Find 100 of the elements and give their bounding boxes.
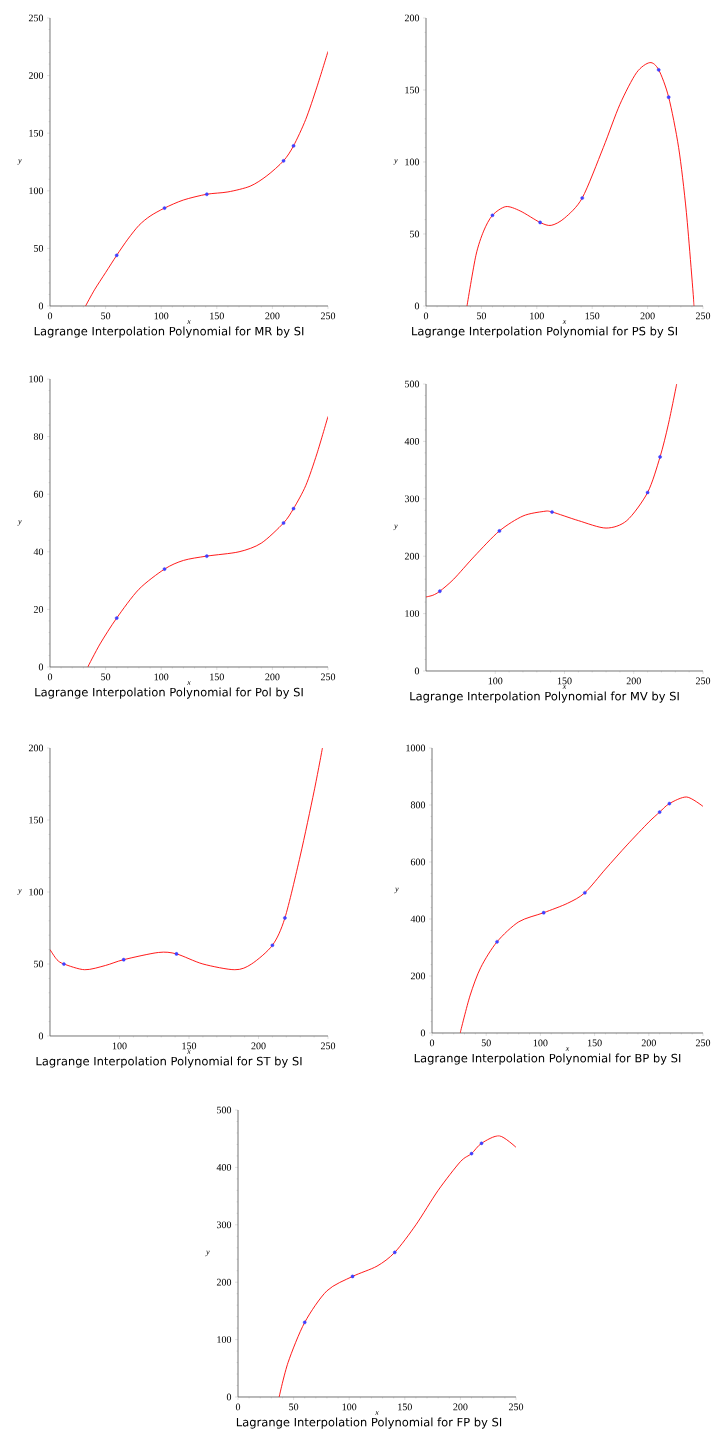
x-tick-label: 200 <box>251 1042 266 1050</box>
line-series <box>87 415 328 667</box>
x-tick-label: 150 <box>182 1042 197 1050</box>
point <box>114 616 119 620</box>
text: Lagrange Interpolation Polynomial for MV by SI <box>410 691 679 703</box>
y-tick-label: 100 <box>405 158 420 166</box>
y-tick-label: 50 <box>34 960 44 968</box>
y-tick-label: 100 <box>217 1336 232 1343</box>
x-tick-label: 150 <box>210 673 224 681</box>
x-tick-label: 250 <box>320 673 336 681</box>
x-tick-label: 0 <box>235 1403 241 1411</box>
point <box>495 939 499 944</box>
y-axis-title: y <box>17 159 22 165</box>
point <box>658 455 662 459</box>
point <box>469 1151 474 1156</box>
x-tick-label: 250 <box>695 1039 711 1047</box>
y-tick-label: 150 <box>29 816 44 824</box>
y-axis-title: y <box>393 524 398 531</box>
point <box>281 521 286 525</box>
point <box>666 95 671 99</box>
x-tick-label: 100 <box>533 1039 548 1047</box>
x-tick-label: 50 <box>481 1039 491 1047</box>
point <box>667 801 672 806</box>
text: Lagrange Interpolation Polynomial for FP by SI <box>236 1417 502 1429</box>
point <box>62 962 66 966</box>
x-tick-label: 250 <box>695 312 711 320</box>
y-tick-label: 800 <box>410 801 426 809</box>
point <box>283 916 287 920</box>
y-tick-label: 400 <box>404 438 420 445</box>
point <box>291 506 296 511</box>
point <box>541 910 546 915</box>
x-axis-title: x <box>562 685 567 689</box>
y-tick-label: 1000 <box>406 744 426 752</box>
point <box>114 253 119 258</box>
point <box>270 943 275 948</box>
x-tick-label: 150 <box>587 1039 602 1047</box>
point <box>657 810 662 814</box>
point <box>174 952 179 956</box>
y-tick-label: 100 <box>29 888 44 896</box>
point <box>497 529 502 533</box>
line-series <box>278 1135 517 1397</box>
point <box>645 490 650 495</box>
y-tick-label: 0 <box>226 1393 232 1401</box>
point <box>656 68 661 72</box>
y-axis-title: y <box>394 887 399 894</box>
x-tick-label: 0 <box>47 312 53 320</box>
y-axis-title: y <box>393 159 398 165</box>
point <box>580 196 585 200</box>
y-axis-title: y <box>205 1250 210 1257</box>
y-tick-label: 600 <box>410 858 426 866</box>
y-tick-label: 100 <box>405 610 420 617</box>
point <box>583 890 587 895</box>
point <box>550 510 554 514</box>
y-tick-label: 20 <box>33 606 44 613</box>
x-axis-title: x <box>375 1411 379 1415</box>
y-tick-label: 400 <box>410 915 426 923</box>
x-tick-label: 150 <box>398 1403 412 1411</box>
x-axis-title: x <box>562 320 567 324</box>
x-tick-label: 100 <box>112 1042 127 1050</box>
x-tick-label: 200 <box>640 312 655 320</box>
x-tick-label: 250 <box>320 1042 336 1050</box>
x-tick-label: 200 <box>641 1039 656 1047</box>
point <box>121 957 126 962</box>
y-tick-label: 80 <box>33 433 44 440</box>
y-tick-label: 200 <box>28 72 44 79</box>
y-tick-label: 0 <box>414 302 420 310</box>
y-tick-label: 300 <box>216 1221 232 1229</box>
y-tick-label: 300 <box>404 495 420 503</box>
x-axis-title: x <box>565 1047 570 1051</box>
y-tick-label: 400 <box>216 1164 232 1171</box>
x-tick-label: 200 <box>626 677 641 685</box>
y-tick-label: 200 <box>410 972 426 980</box>
y-tick-label: 60 <box>33 490 44 498</box>
y-tick-label: 200 <box>216 1278 232 1286</box>
y-tick-label: 0 <box>414 667 420 675</box>
point <box>281 159 286 163</box>
point <box>162 206 167 210</box>
y-tick-label: 0 <box>38 1032 44 1040</box>
x-tick-label: 50 <box>101 673 111 681</box>
x-tick-label: 200 <box>453 1403 468 1411</box>
point <box>291 144 296 148</box>
x-tick-label: 50 <box>289 1403 299 1411</box>
y-tick-label: 200 <box>404 14 420 22</box>
x-tick-label: 100 <box>342 1403 357 1411</box>
y-tick-label: 250 <box>28 14 44 22</box>
point <box>204 192 209 197</box>
x-tick-label: 100 <box>530 312 544 320</box>
text: Lagrange Interpolation Polynomial for BP by SI <box>414 1053 681 1065</box>
y-tick-label: 0 <box>38 663 44 671</box>
y-axis-title: y <box>17 520 22 526</box>
line-series <box>466 62 695 306</box>
x-tick-label: 100 <box>154 312 169 320</box>
y-tick-label: 100 <box>29 187 44 195</box>
point <box>479 1141 484 1146</box>
line-series <box>50 747 323 971</box>
x-axis-title: x <box>187 320 191 324</box>
x-tick-label: 150 <box>585 312 600 320</box>
x-axis-title: x <box>187 1050 191 1054</box>
y-tick-label: 200 <box>404 552 420 560</box>
point <box>438 589 442 593</box>
